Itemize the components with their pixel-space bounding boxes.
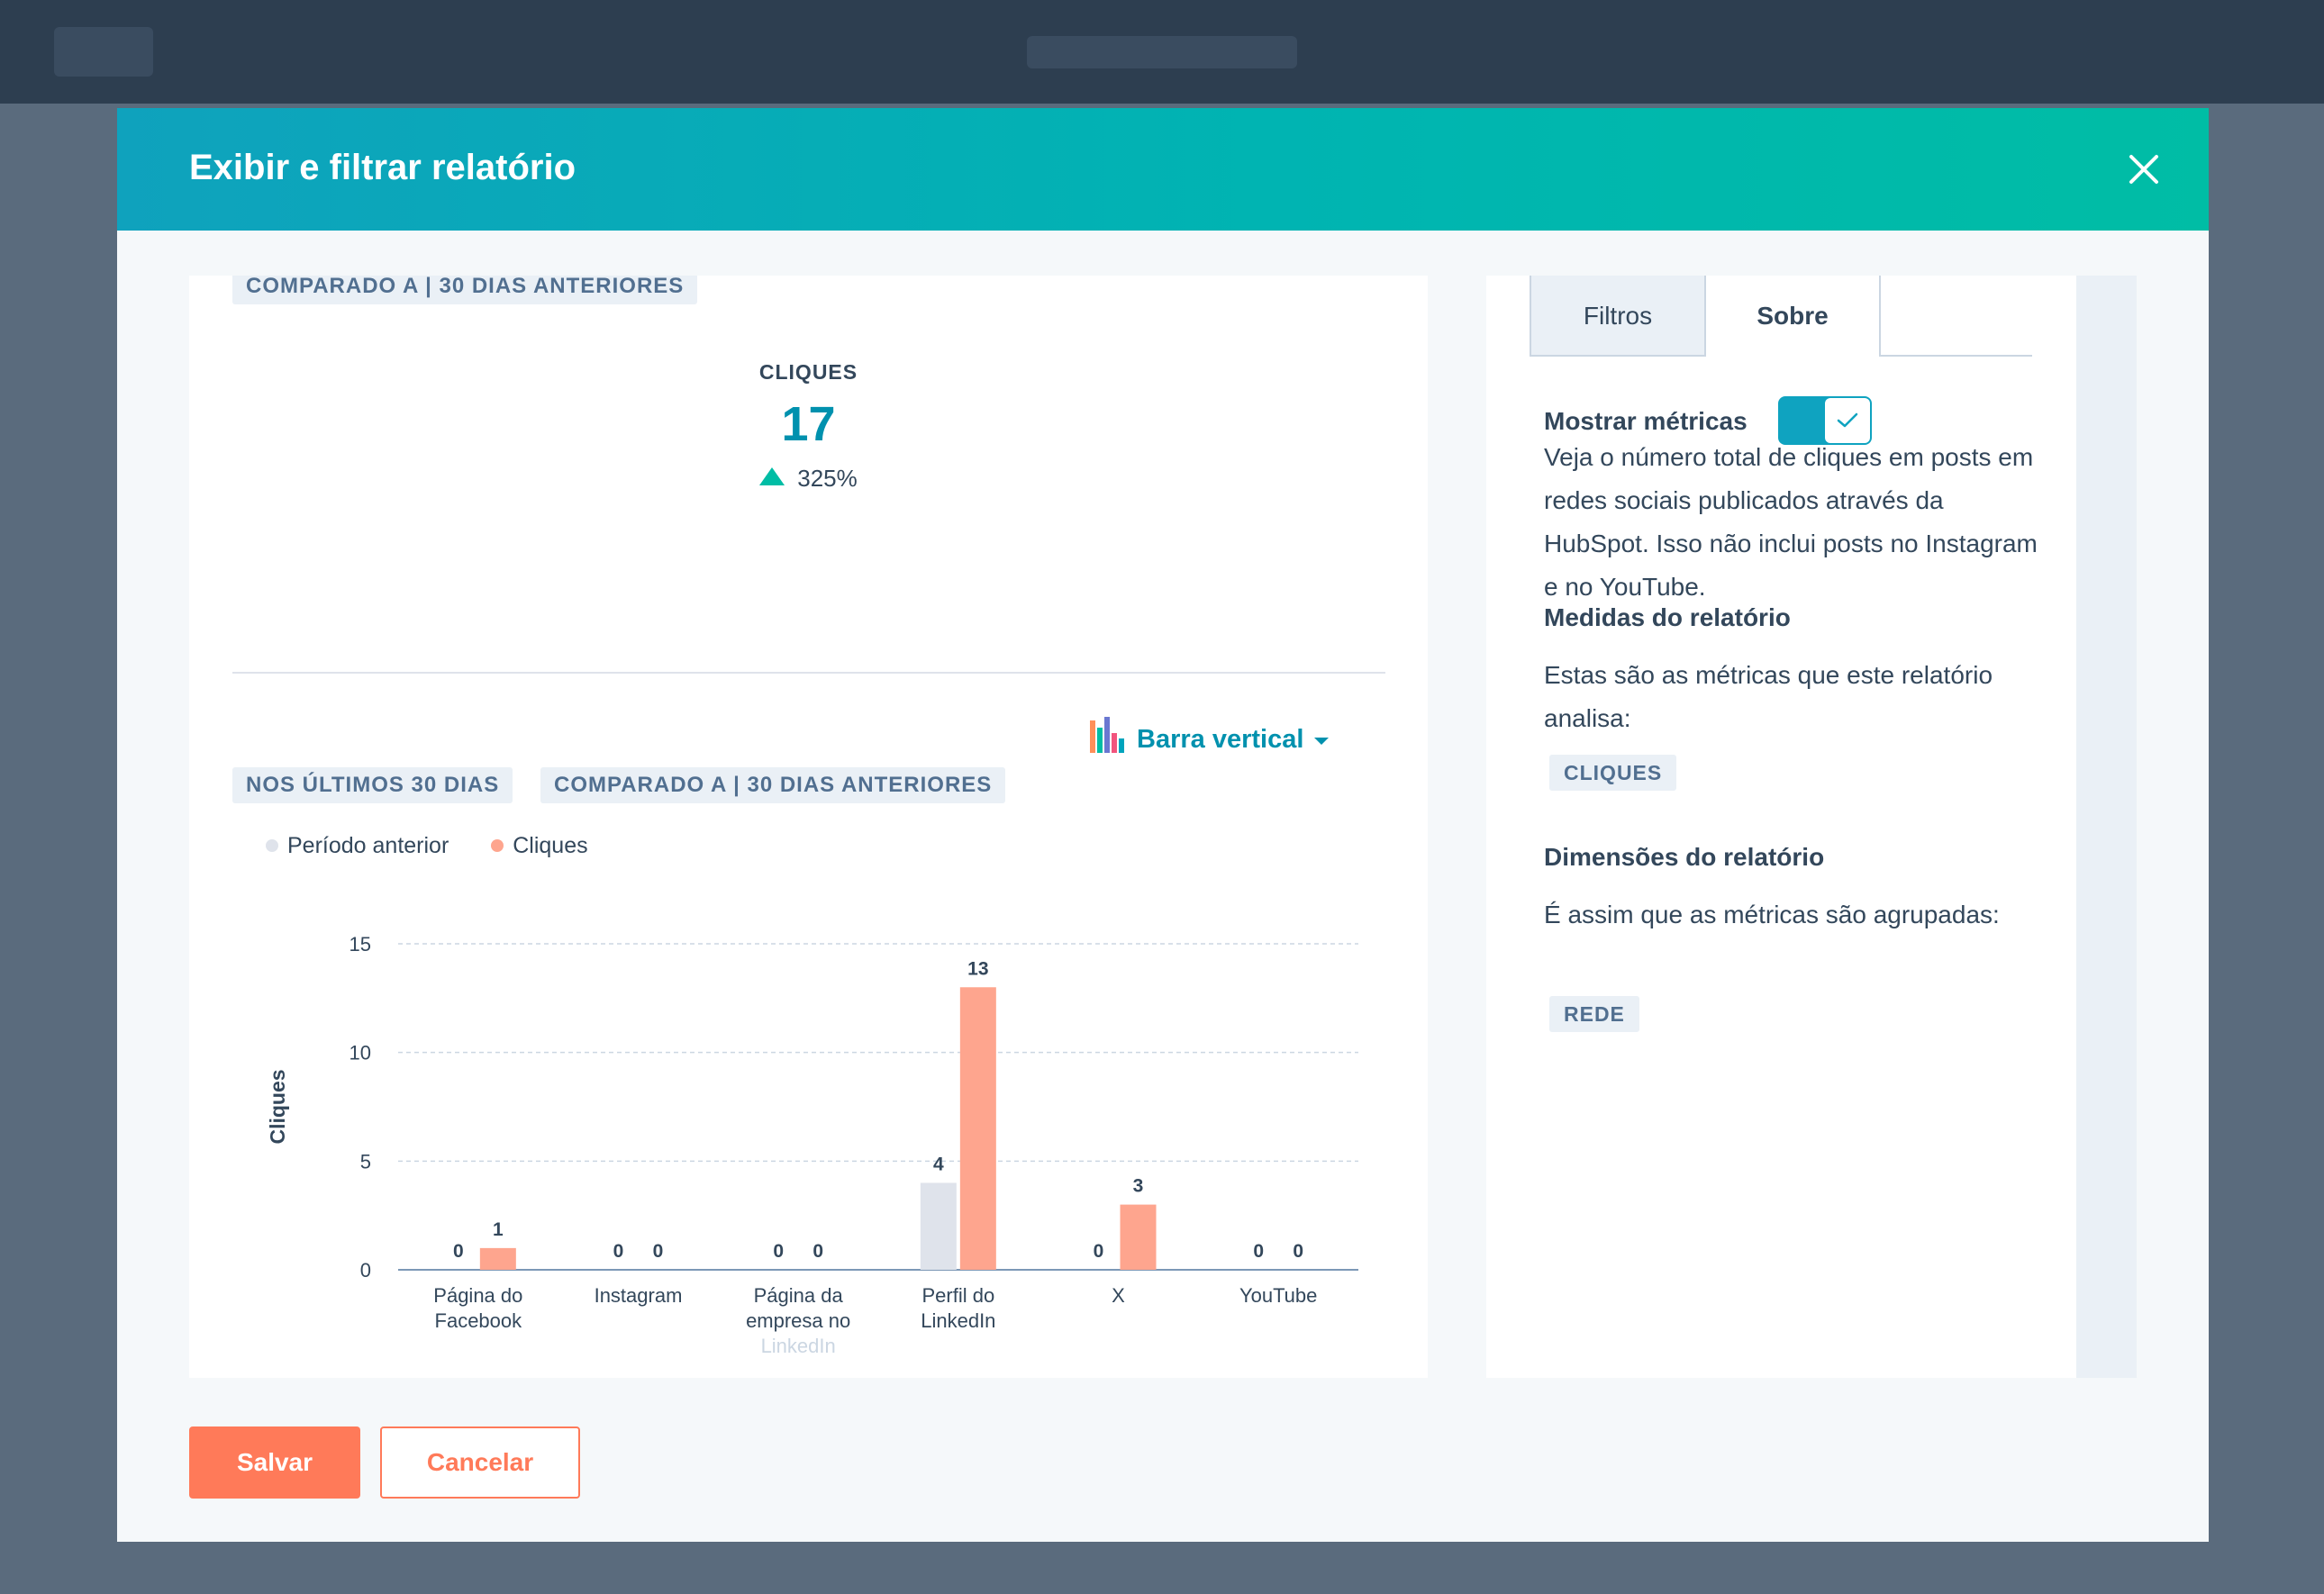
modal-header: Exibir e filtrar relatório [117, 108, 2209, 231]
show-metrics-label: Mostrar métricas [1544, 407, 1748, 435]
y-axis-label: Cliques [266, 1069, 289, 1144]
data-label: 0 [812, 1241, 823, 1262]
measure-pill: CLIQUES [1549, 755, 1677, 791]
kpi-change: 325% [189, 465, 1428, 493]
date-range-tag: NOS ÚLTIMOS 30 DIAS [232, 767, 513, 803]
report-description: Veja o número total de cliques em posts … [1544, 443, 2038, 601]
tab-underline [1881, 355, 2032, 357]
toggle-knob [1825, 398, 1870, 443]
bar-clicks [1120, 1204, 1157, 1270]
data-label: 0 [773, 1241, 784, 1262]
y-tick-label: 0 [360, 1259, 371, 1282]
dimensions-title: Dimensões do relatório [1544, 843, 1825, 871]
kpi-value: 17 [781, 397, 836, 451]
background-button [54, 27, 153, 77]
legend-dot [266, 839, 278, 852]
chevron-down-icon [1314, 737, 1330, 745]
x-tick-label: Instagram [595, 1284, 683, 1307]
divider [232, 672, 1385, 674]
chart-type-label: Barra vertical [1137, 725, 1304, 755]
background-title [1027, 36, 1297, 68]
kpi-change-value: 325% [797, 465, 858, 492]
data-label: 0 [1293, 1241, 1303, 1262]
close-icon [2129, 155, 2158, 184]
increase-arrow-icon [759, 467, 785, 485]
data-label: 3 [1133, 1176, 1144, 1197]
data-label: 0 [453, 1241, 464, 1262]
checkmark-icon [1837, 412, 1858, 428]
comparison-tag-top: COMPARADO A | 30 DIAS ANTERIORES [232, 276, 698, 304]
show-metrics-toggle[interactable] [1778, 396, 1872, 445]
data-label: 0 [653, 1241, 664, 1262]
cancel-button[interactable]: Cancelar [380, 1426, 580, 1499]
x-tick-label: Página do [433, 1284, 522, 1307]
bar-previous [920, 1182, 957, 1270]
x-tick-label: X [1112, 1284, 1125, 1307]
x-tick-label: Página da [754, 1284, 844, 1307]
bar-chart-icon [1090, 717, 1124, 765]
x-tick-label: YouTube [1239, 1284, 1317, 1307]
legend-item-clicks: Cliques [491, 832, 588, 859]
y-tick-label: 15 [350, 933, 371, 955]
tab-about[interactable]: Sobre [1706, 276, 1881, 357]
legend-item-previous: Período anterior [266, 833, 449, 859]
report-modal: Exibir e filtrar relatório COMPARADO A |… [117, 108, 2209, 1542]
data-label: 1 [493, 1219, 504, 1240]
save-button[interactable]: Salvar [189, 1426, 360, 1499]
measures-title: Medidas do relatório [1544, 603, 1791, 631]
dimension-pill: REDE [1549, 996, 1639, 1032]
x-tick-label: empresa no [746, 1309, 850, 1332]
data-label: 0 [1094, 1241, 1104, 1262]
comparison-tag: COMPARADO A | 30 DIAS ANTERIORES [540, 767, 1006, 803]
bar-clicks [479, 1247, 516, 1270]
x-tick-label: LinkedIn [761, 1335, 836, 1357]
chart-type-dropdown[interactable]: Barra vertical [1090, 717, 1330, 756]
data-label: 0 [1253, 1241, 1264, 1262]
y-tick-label: 5 [360, 1150, 371, 1173]
data-label: 13 [967, 958, 988, 979]
tab-filters[interactable]: Filtros [1530, 276, 1706, 357]
data-label: 0 [613, 1241, 624, 1262]
legend-dot [491, 839, 504, 852]
x-tick-label: LinkedIn [921, 1309, 995, 1332]
kpi-label: CLIQUES [758, 360, 858, 384]
panel-gutter [2076, 276, 2137, 1378]
bar-clicks [959, 987, 996, 1270]
dimensions-text: É assim que as métricas são agrupadas: [1544, 901, 2000, 928]
modal-title: Exibir e filtrar relatório [189, 148, 576, 187]
data-label: 4 [933, 1154, 944, 1174]
settings-panel: Filtros Sobre Mostrar métricas Veja o nú… [1486, 276, 2076, 1378]
measures-text: Estas são as métricas que este relatório… [1544, 661, 1993, 732]
report-preview-panel: COMPARADO A | 30 DIAS ANTERIORES CLIQUES… [189, 276, 1428, 1378]
x-tick-label: Facebook [435, 1309, 523, 1332]
close-button[interactable] [2115, 140, 2173, 198]
background-topbar [0, 0, 2324, 104]
chart-legend: Período anterior Cliques [266, 832, 624, 859]
y-tick-label: 10 [350, 1042, 371, 1064]
legend-label: Período anterior [287, 832, 449, 858]
x-tick-label: Perfil do [921, 1284, 994, 1307]
legend-label: Cliques [513, 832, 588, 858]
